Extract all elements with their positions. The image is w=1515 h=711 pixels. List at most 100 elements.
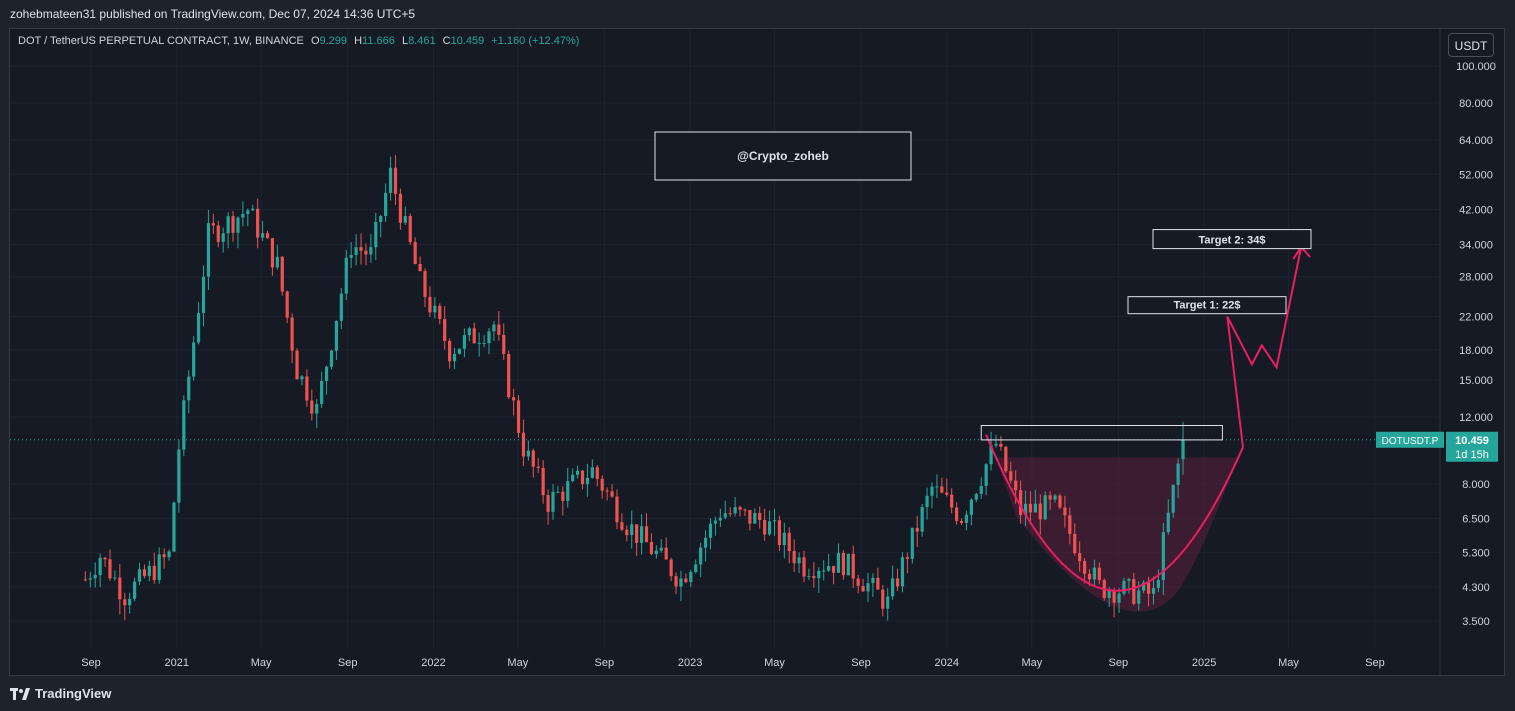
candle-body	[1092, 567, 1097, 580]
candle-body	[767, 521, 772, 535]
candle-body	[994, 443, 998, 446]
candle-body	[1161, 532, 1165, 580]
candle-body	[93, 574, 97, 579]
candle-body	[211, 223, 215, 226]
candle-body	[566, 481, 570, 501]
candle-body	[1033, 503, 1037, 513]
candle-body	[615, 496, 619, 523]
candle-body	[644, 526, 649, 543]
x-tick-label: Sep	[1109, 657, 1129, 669]
candle-body	[182, 400, 186, 450]
y-tick-label: 80.000	[1459, 98, 1493, 110]
candle-body	[132, 581, 137, 599]
candle-body	[654, 550, 658, 555]
candle-body	[979, 485, 983, 494]
candle-body	[575, 470, 580, 475]
candle-body	[388, 167, 393, 193]
candle-body	[1078, 553, 1082, 562]
candle-body	[290, 317, 294, 351]
candle-body	[1117, 593, 1121, 603]
candle-body	[984, 464, 988, 486]
candle-body	[147, 565, 151, 577]
x-tick-label: Sep	[851, 657, 871, 669]
y-tick-label: 15.000	[1459, 375, 1493, 387]
candle-body	[1176, 463, 1180, 485]
candle-body	[246, 210, 250, 214]
candle-body	[895, 578, 900, 587]
candle-body	[192, 342, 196, 377]
y-tick-label: 6.500	[1462, 514, 1490, 526]
candle-body	[590, 467, 594, 478]
legend-low-label: L	[401, 35, 409, 47]
y-tick-label: 4.300	[1462, 582, 1490, 594]
candle-body	[900, 557, 905, 587]
candle-body	[812, 576, 816, 579]
candle-body	[1053, 495, 1057, 500]
candle-body	[128, 598, 132, 606]
candle-body	[152, 565, 156, 581]
candle-body	[925, 495, 929, 508]
candle-body	[177, 449, 181, 503]
candle-body	[241, 213, 245, 218]
candle-body	[502, 334, 506, 354]
cup-curve	[985, 434, 1244, 592]
candle-body	[492, 324, 496, 332]
candle-body	[462, 335, 466, 349]
candle-body	[571, 474, 575, 482]
x-tick-label: Sep	[1365, 657, 1385, 669]
candle-body	[265, 233, 270, 239]
candle-body	[871, 577, 875, 584]
y-tick-label: 3.500	[1462, 616, 1490, 628]
candle-body	[669, 559, 673, 577]
candle-body	[551, 491, 555, 512]
candle-body	[512, 397, 516, 401]
candle-body	[905, 557, 909, 559]
candle-body	[123, 599, 127, 606]
tradingview-logo[interactable]: TradingView	[10, 686, 111, 701]
candle-body	[699, 547, 703, 565]
candle-body	[920, 507, 924, 532]
candle-body	[393, 167, 398, 194]
candle-body	[1028, 503, 1033, 513]
candle-body	[635, 524, 639, 543]
x-tick-label: 2021	[165, 657, 189, 669]
candle-body	[541, 468, 545, 496]
currency-button[interactable]: USDT	[1448, 33, 1494, 57]
candle-body	[1068, 515, 1072, 534]
candle-body	[974, 493, 978, 500]
candle-body	[497, 324, 501, 335]
candle-body	[595, 467, 599, 479]
y-tick-label: 100.000	[1456, 61, 1496, 73]
candle-body	[142, 569, 147, 577]
candle-body	[1142, 582, 1146, 591]
candle-body	[359, 247, 363, 251]
candle-body	[1014, 480, 1018, 491]
candle-body	[231, 216, 235, 233]
candle-body	[384, 192, 388, 217]
legend-symbol: DOT / TetherUS PERPETUAL CONTRACT, 1W, B…	[18, 35, 304, 47]
candle-body	[344, 257, 348, 294]
candle-body	[891, 578, 895, 597]
chart-frame[interactable]: @Crypto_zoheb Target 1: 22$ Target 2: 34$ …	[9, 28, 1505, 676]
legend-high-value: 11.666	[362, 35, 395, 47]
candle-body	[831, 565, 836, 573]
candle-body	[216, 225, 220, 242]
candle-body	[861, 586, 865, 592]
x-tick-label: 2025	[1192, 657, 1216, 669]
candle-body	[610, 491, 614, 497]
candle-body	[167, 551, 171, 558]
candle-body	[1127, 579, 1131, 581]
candle-body	[935, 486, 939, 488]
candle-body	[723, 513, 727, 518]
candle-body	[625, 529, 629, 535]
candle-body	[251, 208, 255, 211]
legend-change: +1.160 (+12.47%)	[491, 35, 580, 47]
x-tick-label: Sep	[81, 657, 101, 669]
candle-body	[275, 256, 279, 268]
legend-open-value: 9.299	[319, 35, 348, 47]
candle-body	[585, 477, 590, 485]
candle-body	[659, 547, 663, 551]
candle-body	[851, 553, 855, 579]
candle-body	[408, 216, 412, 242]
